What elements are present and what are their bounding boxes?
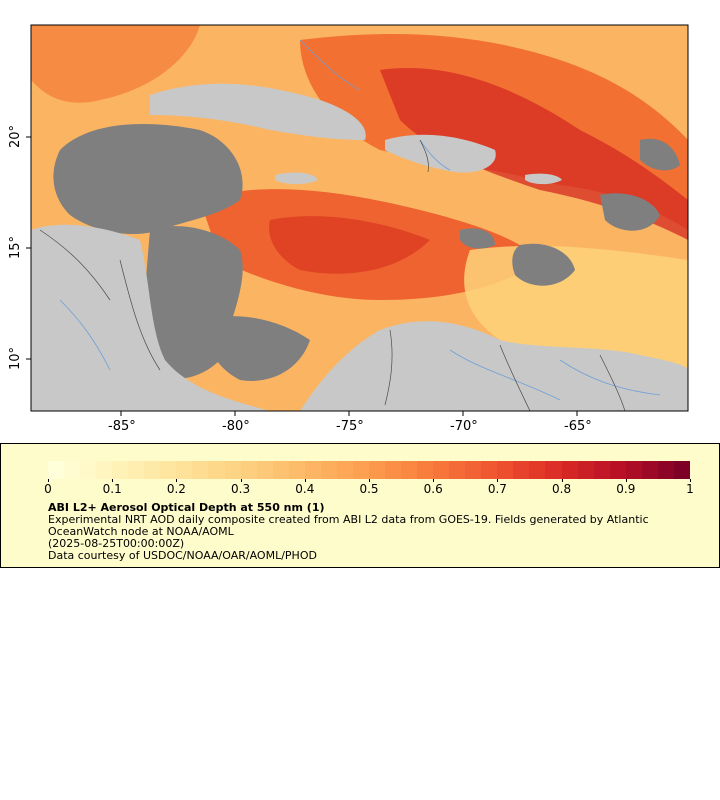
land-jamaica (275, 172, 318, 185)
nodata-east (600, 193, 660, 231)
x-axis-label-4: -65° (564, 419, 592, 434)
legend-panel: ABI L2+ Aerosol Optical Depth at 550 nm … (0, 443, 720, 568)
colorbar-segment (272, 461, 289, 479)
colorbar-segment (304, 461, 321, 479)
colorbar-segment (64, 461, 81, 479)
colorbar-segment (401, 461, 418, 479)
colorbar-label: 0.1 (102, 482, 122, 496)
colorbar-segment (128, 461, 145, 479)
colorbar-segment (176, 461, 193, 479)
nodata-mid (460, 228, 495, 249)
colorbar-segment (657, 461, 674, 479)
land-cuba (150, 83, 366, 140)
colorbar-segment (80, 461, 97, 479)
x-axis-label-3: -70° (450, 419, 478, 434)
colorbar-label: 1 (686, 482, 694, 496)
x-axis-label-1: -80° (222, 419, 250, 434)
colorbar-segment (433, 461, 450, 479)
colorbar-label: 0.9 (616, 482, 636, 496)
colorbar-segment (144, 461, 161, 479)
colorbar-tick (176, 479, 178, 482)
colorbar (48, 461, 690, 479)
nodata-caribbean-south (512, 243, 575, 286)
colorbar-tick (240, 479, 242, 482)
colorbar-segment (160, 461, 177, 479)
legend-description: Experimental NRT AOD daily composite cre… (48, 513, 649, 538)
x-axis-label-2: -75° (336, 419, 364, 434)
x-ticks (120, 411, 578, 416)
colorbar-segment (368, 461, 385, 479)
colorbar-segment (288, 461, 305, 479)
colorbar-tick (625, 479, 627, 482)
colorbar-segment (449, 461, 466, 479)
colorbar-segment (513, 461, 530, 479)
y-axis-label-0: 20° (8, 124, 24, 149)
colorbar-segment (497, 461, 514, 479)
colorbar-segment (545, 461, 562, 479)
nodata-central-america (200, 316, 310, 381)
legend-credit: Data courtesy of USDOC/NOAA/OAR/AOML/PHO… (48, 549, 317, 562)
land-south-america (300, 321, 688, 411)
colorbar-label: 0.2 (166, 482, 186, 496)
aod-nw-plume (31, 25, 200, 103)
colorbar-segment (352, 461, 369, 479)
colorbar-label: 0.7 (487, 482, 507, 496)
colorbar-tick (497, 479, 499, 482)
colorbar-tick (112, 479, 114, 482)
land-puerto-rico (525, 173, 562, 185)
borders (39, 139, 626, 411)
colorbar-segment (384, 461, 402, 479)
y-ticks (26, 136, 31, 360)
colorbar-segment (256, 461, 273, 479)
colorbar-segment (673, 461, 690, 479)
colorbar-segment (465, 461, 482, 479)
colorbar-tick (48, 479, 49, 482)
colorbar-segment (641, 461, 658, 479)
colorbar-segment (593, 461, 610, 479)
colorbar-segment (48, 461, 65, 479)
colorbar-tick (561, 479, 563, 482)
colorbar-tick (690, 479, 691, 482)
legend-title: ABI L2+ Aerosol Optical Depth at 550 nm … (48, 501, 325, 514)
colorbar-segment (577, 461, 594, 479)
nodata-west-gulf (53, 124, 243, 235)
colorbar-segment (417, 461, 434, 479)
colorbar-label: 0 (44, 482, 52, 496)
legend-date: (2025-08-25T00:00:00Z) (48, 537, 185, 550)
colorbar-segment (208, 461, 225, 479)
colorbar-label: 0.6 (423, 482, 443, 496)
y-axis-label-2: 10° (8, 346, 24, 371)
colorbar-label: 0.4 (295, 482, 315, 496)
colorbar-segment (320, 461, 337, 479)
colorbar-segment (481, 461, 498, 479)
colorbar-segment (529, 461, 546, 479)
colorbar-tick (433, 479, 435, 482)
nodata-ne (640, 138, 680, 171)
rivers (59, 39, 661, 401)
x-axis-label-0: -85° (108, 419, 136, 434)
colorbar-label: 0.5 (359, 482, 379, 496)
colorbar-label: 0.3 (231, 482, 251, 496)
y-axis-label-1: 15° (8, 235, 24, 260)
colorbar-segment (561, 461, 578, 479)
land-central-america (31, 224, 270, 411)
colorbar-segment (96, 461, 113, 479)
colorbar-segment (240, 461, 257, 479)
colorbar-label: 0.8 (552, 482, 572, 496)
colorbar-segment (336, 461, 353, 479)
colorbar-segment (112, 461, 129, 479)
colorbar-segment (224, 461, 241, 479)
colorbar-segment (625, 461, 642, 479)
plot-frame (30, 24, 689, 412)
aod-plume-central-core (269, 216, 430, 274)
colorbar-tick (369, 479, 370, 482)
colorbar-tick (304, 479, 306, 482)
colorbar-segment (609, 461, 626, 479)
colorbar-segment (192, 461, 209, 479)
land-hispaniola (385, 134, 496, 173)
aod-map (26, 24, 689, 416)
